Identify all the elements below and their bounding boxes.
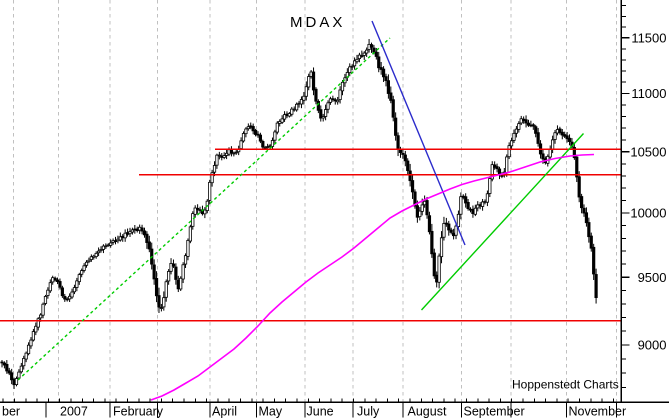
x-axis-month-label: 2007 bbox=[60, 405, 88, 419]
x-axis-month-label: April bbox=[212, 405, 237, 419]
support-resistance-lines bbox=[0, 148, 622, 322]
x-axis-month-label: February bbox=[113, 405, 164, 419]
x-axis-month-label: ber bbox=[2, 405, 20, 419]
x-axis-month-label: September bbox=[464, 405, 525, 419]
y-axis-label: 10000 bbox=[630, 205, 666, 220]
x-axis-ticks-and-labels: ber 2007 February April May June July August Sep… bbox=[2, 398, 627, 419]
x-axis-month-label: July bbox=[357, 405, 380, 419]
chart-title: MDAX bbox=[290, 14, 345, 31]
month-gridlines bbox=[12, 0, 617, 403]
axes bbox=[0, 0, 669, 404]
candlestick-series bbox=[0, 39, 598, 390]
y-axis-label: 9000 bbox=[638, 338, 667, 353]
y-axis-label: 9500 bbox=[638, 270, 667, 285]
y-axis-ticks-and-labels: 9000 9500 10000 10500 11000 11500 bbox=[621, 5, 667, 388]
provider-watermark: Hoppenstedt Charts bbox=[512, 378, 619, 392]
x-axis-month-label: November bbox=[569, 405, 627, 419]
y-axis-label: 11000 bbox=[631, 86, 666, 101]
moving-average-line bbox=[150, 153, 595, 401]
x-axis-month-label: June bbox=[307, 405, 334, 419]
x-axis-month-label: August bbox=[408, 405, 447, 419]
y-axis-label: 11500 bbox=[631, 30, 666, 45]
y-axis-label: 10500 bbox=[630, 144, 666, 159]
trendlines bbox=[17, 20, 585, 381]
x-axis-month-label: May bbox=[259, 405, 283, 419]
